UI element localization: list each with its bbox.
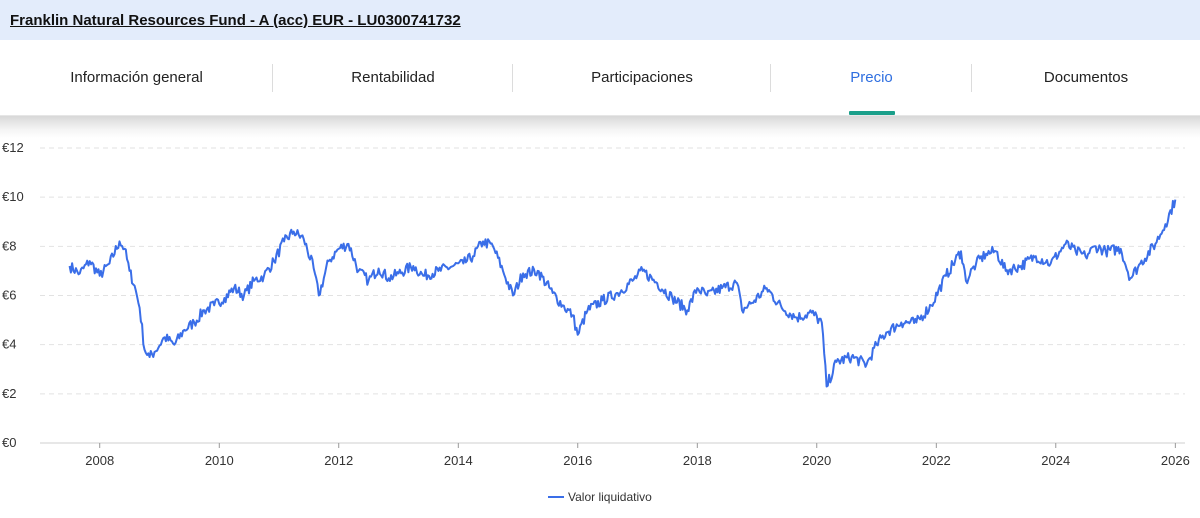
- x-tick-label: 2012: [324, 453, 353, 468]
- x-tick-label: 2018: [683, 453, 712, 468]
- x-tick-label: 2008: [85, 453, 114, 468]
- price-chart: €0 €2 €4 €6 €8 €10 €12 2008 2010 2012 2014 2016 201…: [0, 136, 1200, 513]
- x-axis-labels: 2008 2010 2012 2014 2016 2018 2020 2022 2024 2026: [85, 443, 1190, 468]
- tab-participaciones[interactable]: Participaciones: [513, 40, 771, 115]
- title-bar: Franklin Natural Resources Fund - A (acc…: [0, 0, 1200, 40]
- tab-label: Información general: [70, 69, 203, 86]
- tab-label: Documentos: [1043, 69, 1129, 86]
- tab-label: Precio: [850, 69, 893, 86]
- tab-label: Participaciones: [591, 69, 693, 86]
- tab-divider: [770, 64, 771, 92]
- series-line-valor-liquidativo: [68, 199, 1177, 388]
- fund-title-link[interactable]: Franklin Natural Resources Fund - A (acc…: [10, 11, 461, 29]
- tab-documentos[interactable]: Documentos: [972, 40, 1200, 115]
- tab-shadow: [0, 116, 1200, 138]
- y-tick-label: €4: [2, 337, 16, 352]
- tab-label: Rentabilidad: [351, 69, 435, 86]
- price-chart-svg: €0 €2 €4 €6 €8 €10 €12 2008 2010 2012 2014 2016 201…: [2, 140, 1190, 504]
- tab-divider: [971, 64, 972, 92]
- y-tick-label: €8: [2, 238, 16, 253]
- x-tick-label: 2026: [1161, 453, 1190, 468]
- chart-legend[interactable]: Valor liquidativo: [548, 490, 652, 504]
- grid-lines: [40, 147, 1185, 444]
- x-tick-label: 2020: [802, 453, 831, 468]
- x-tick-label: 2014: [444, 453, 473, 468]
- y-tick-label: €12: [2, 140, 24, 155]
- tab-rentabilidad[interactable]: Rentabilidad: [273, 40, 513, 115]
- tab-divider: [272, 64, 273, 92]
- x-tick-label: 2010: [205, 453, 234, 468]
- active-tab-indicator: [848, 111, 895, 115]
- y-tick-label: €2: [2, 386, 16, 401]
- y-tick-label: €6: [2, 288, 16, 303]
- y-axis-labels: €0 €2 €4 €6 €8 €10 €12: [2, 140, 24, 450]
- y-tick-label: €0: [2, 435, 16, 450]
- x-tick-label: 2022: [922, 453, 951, 468]
- tab-informacion-general[interactable]: Información general: [0, 40, 273, 115]
- legend-label: Valor liquidativo: [568, 490, 652, 504]
- tab-precio[interactable]: Precio: [771, 40, 972, 115]
- x-tick-label: 2016: [563, 453, 592, 468]
- y-tick-label: €10: [2, 189, 24, 204]
- tab-bar: Información general Rentabilidad Partici…: [0, 40, 1200, 116]
- tab-divider: [512, 64, 513, 92]
- x-tick-label: 2024: [1041, 453, 1070, 468]
